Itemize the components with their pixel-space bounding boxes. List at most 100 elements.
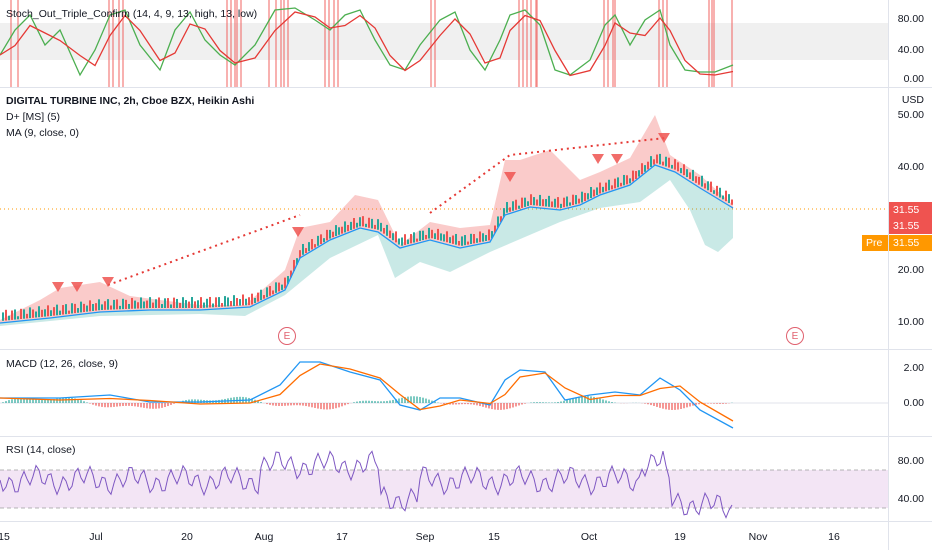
candle xyxy=(125,299,127,309)
candle xyxy=(212,303,214,308)
stoch-signal-bar xyxy=(108,0,110,87)
earnings-marker[interactable]: E xyxy=(786,327,804,345)
sell-signal-marker xyxy=(504,172,516,182)
macd-histogram-bar xyxy=(119,403,121,407)
candle xyxy=(587,193,589,200)
candle xyxy=(353,218,355,229)
last-price-badge: 31.55 xyxy=(889,202,932,218)
candle xyxy=(104,301,106,310)
macd-histogram-bar xyxy=(674,403,676,410)
sell-signal-marker xyxy=(102,277,114,287)
macd-histogram-bar xyxy=(344,403,346,406)
macd-histogram-bar xyxy=(41,400,43,403)
macd-histogram-bar xyxy=(197,399,199,403)
candle xyxy=(632,170,634,182)
stoch-signal-bar xyxy=(658,0,660,87)
candle xyxy=(578,198,580,204)
price-tick: 10.00 xyxy=(897,316,924,328)
stoch-signal-bar xyxy=(603,0,605,87)
candle xyxy=(698,176,700,185)
stoch-title[interactable]: Stoch_Out_Triple_Confirm (14, 4, 9, 13, … xyxy=(6,8,258,20)
macd-histogram-bar xyxy=(323,403,325,410)
candle xyxy=(134,300,136,309)
price-axis[interactable]: USD 50.00 40.00 20.00 10.00 xyxy=(888,87,932,349)
stoch-signal-bar xyxy=(268,0,270,87)
candle xyxy=(398,238,400,245)
candle xyxy=(467,241,469,245)
candle xyxy=(293,259,295,271)
macd-line xyxy=(0,361,734,429)
stoch-signal-bar xyxy=(708,0,710,87)
macd-histogram-bar xyxy=(122,403,124,407)
candle xyxy=(674,159,676,170)
macd-histogram-bar xyxy=(653,403,655,406)
macd-histogram-bar xyxy=(32,399,34,403)
candle xyxy=(260,289,262,301)
candle xyxy=(548,195,550,207)
macd-histogram-bar xyxy=(542,402,544,403)
stoch-signal-bar xyxy=(526,0,528,87)
candle xyxy=(608,179,610,191)
candle xyxy=(209,296,211,308)
time-tick: Aug xyxy=(254,531,274,543)
macd-histogram-bar xyxy=(125,403,127,406)
chart-canvas[interactable] xyxy=(0,0,888,522)
symbol-title[interactable]: DIGITAL TURBINE INC, 2h, Cboe BZX, Heiki… xyxy=(6,95,255,107)
candle xyxy=(461,236,463,246)
stoch-signal-bar xyxy=(324,0,326,87)
macd-histogram-bar xyxy=(569,399,571,403)
candle xyxy=(44,309,46,317)
candle xyxy=(722,195,724,200)
rsi-axis[interactable]: 80.00 40.00 xyxy=(888,436,932,521)
indicator-ma[interactable]: MA (9, close, 0) xyxy=(6,127,79,139)
candle xyxy=(491,231,493,239)
candle xyxy=(635,171,637,179)
macd-histogram-bar xyxy=(392,399,394,403)
macd-histogram-bar xyxy=(332,403,334,409)
macd-histogram-bar xyxy=(338,403,340,408)
macd-histogram-bar xyxy=(413,396,415,403)
candle xyxy=(584,192,586,201)
macd-title[interactable]: MACD (12, 26, close, 9) xyxy=(6,358,119,370)
macd-histogram-bar xyxy=(311,403,313,408)
candle xyxy=(659,153,661,165)
candle xyxy=(449,237,451,244)
macd-histogram-bar xyxy=(476,403,478,406)
indicator-dplus[interactable]: D+ [MS] (5) xyxy=(6,111,60,123)
candle xyxy=(146,300,148,309)
candle xyxy=(218,297,220,307)
macd-histogram-bar xyxy=(689,403,691,407)
candle xyxy=(653,159,655,165)
candle xyxy=(344,221,346,233)
macd-histogram-bar xyxy=(386,400,388,403)
candle xyxy=(707,181,709,191)
candle xyxy=(572,194,574,205)
stoch-signal-bar xyxy=(234,0,236,87)
macd-histogram-bar xyxy=(593,396,595,403)
macd-histogram-bar xyxy=(518,403,520,406)
candle xyxy=(692,169,694,181)
macd-histogram-bar xyxy=(2,402,4,403)
candle xyxy=(446,231,448,243)
candle xyxy=(68,310,70,314)
candle xyxy=(569,202,571,206)
macd-axis[interactable]: 2.00 0.00 xyxy=(888,349,932,436)
macd-signal-line xyxy=(0,363,734,422)
candle xyxy=(731,199,733,205)
candle xyxy=(140,297,142,309)
macd-histogram-bar xyxy=(281,403,283,406)
candle xyxy=(275,282,277,293)
stoch-axis[interactable]: 80.00 40.00 0.00 xyxy=(888,0,932,87)
rsi-title[interactable]: RSI (14, close) xyxy=(6,444,76,456)
macd-histogram-bar xyxy=(317,403,319,409)
candle xyxy=(233,295,235,307)
macd-histogram-bar xyxy=(422,397,424,403)
stoch-signal-bar xyxy=(530,0,532,87)
candle xyxy=(257,292,259,302)
candle xyxy=(83,303,85,313)
macd-histogram-bar xyxy=(563,400,565,403)
macd-histogram-bar xyxy=(719,403,721,404)
candle xyxy=(248,297,250,306)
earnings-marker[interactable]: E xyxy=(278,327,296,345)
stoch-tick: 80.00 xyxy=(897,13,924,25)
